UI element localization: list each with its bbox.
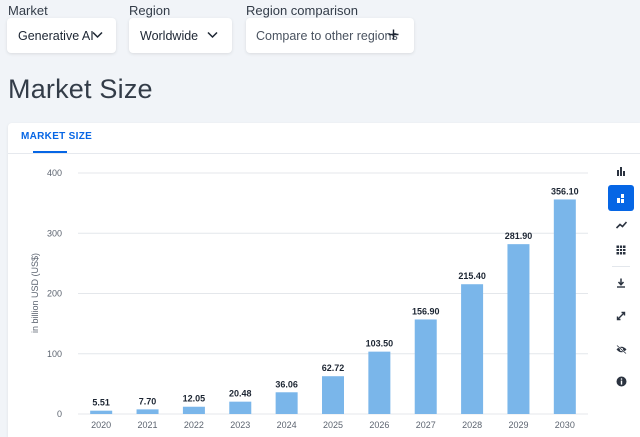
x-tick-label: 2029	[508, 420, 528, 430]
x-tick-label: 2024	[277, 420, 297, 430]
data-label: 156.90	[412, 306, 440, 316]
region-label: Region	[129, 3, 171, 18]
market-dropdown[interactable]: Generative AI	[7, 18, 116, 53]
download-icon	[617, 278, 625, 288]
x-tick-label: 2027	[416, 420, 436, 430]
table-icon	[616, 245, 626, 255]
region-comparison-label: Region comparison	[246, 3, 359, 18]
y-axis-label: in billion USD (US$)	[30, 253, 40, 333]
bar-chart-button[interactable]	[608, 158, 634, 184]
tab-market-size[interactable]: MARKET SIZE	[21, 131, 93, 142]
market-label: Market	[8, 3, 48, 18]
hide-button[interactable]	[608, 336, 634, 362]
bar-2028[interactable]	[461, 284, 484, 414]
y-tick-label: 400	[47, 168, 62, 178]
data-label: 62.72	[322, 363, 345, 373]
y-tick-label: 300	[47, 228, 62, 238]
bar-2020[interactable]	[90, 410, 113, 414]
data-label: 281.90	[505, 231, 533, 241]
y-tick-label: 100	[47, 349, 62, 359]
x-tick-label: 2023	[230, 420, 250, 430]
market-value: Generative AI	[18, 28, 94, 43]
x-tick-label: 2026	[369, 420, 389, 430]
bar-2025[interactable]	[322, 376, 344, 414]
x-tick-label: 2022	[184, 420, 204, 430]
page-title: Market Size	[8, 74, 153, 104]
x-tick-label: 2021	[138, 420, 158, 430]
data-label: 103.50	[366, 339, 394, 349]
region-value: Worldwide	[140, 28, 199, 43]
stacked-bar-button[interactable]	[608, 185, 634, 211]
info-button[interactable]	[608, 368, 634, 394]
y-tick-label: 200	[47, 289, 62, 299]
compare-regions-text: Compare to other regions	[256, 28, 398, 43]
line-chart-icon	[615, 221, 627, 229]
data-label: 5.51	[92, 398, 110, 408]
x-tick-label: 2020	[91, 420, 111, 430]
bar-2023[interactable]	[229, 401, 252, 414]
data-label: 215.40	[458, 271, 486, 281]
bar-2026[interactable]	[368, 351, 391, 414]
bar-chart-icon	[617, 167, 625, 176]
tab-underline	[33, 151, 67, 153]
table-button[interactable]	[608, 237, 634, 263]
data-label: 20.48	[229, 389, 252, 399]
data-label: 36.06	[275, 379, 298, 389]
x-tick-label: 2025	[323, 420, 343, 430]
fullscreen-button[interactable]	[608, 303, 634, 329]
x-tick-label: 2028	[462, 420, 482, 430]
bar-2022[interactable]	[182, 406, 205, 414]
compare-regions-button[interactable]: Compare to other regions	[246, 18, 414, 53]
fullscreen-icon	[616, 311, 626, 321]
y-tick-label: 0	[57, 409, 62, 419]
hide-icon	[615, 344, 627, 354]
data-label: 356.10	[551, 186, 579, 196]
bar-2021[interactable]	[136, 409, 159, 414]
line-chart-button[interactable]	[608, 212, 634, 238]
data-label: 12.05	[183, 394, 206, 404]
chevron-down-icon	[207, 31, 218, 39]
chevron-down-icon	[92, 31, 103, 39]
stacked-bar-icon	[617, 194, 624, 203]
bar-2030[interactable]	[553, 199, 576, 414]
toolbar-separator	[612, 266, 630, 267]
bar-2029[interactable]	[507, 244, 530, 414]
x-tick-label: 2030	[555, 420, 575, 430]
plus-icon	[388, 29, 399, 40]
download-button[interactable]	[608, 270, 634, 296]
info-icon	[616, 376, 626, 386]
bar-2024[interactable]	[275, 392, 298, 414]
bar-2027[interactable]	[414, 319, 437, 414]
divider	[8, 153, 640, 154]
region-dropdown[interactable]: Worldwide	[129, 18, 232, 53]
data-label: 7.70	[139, 396, 157, 406]
